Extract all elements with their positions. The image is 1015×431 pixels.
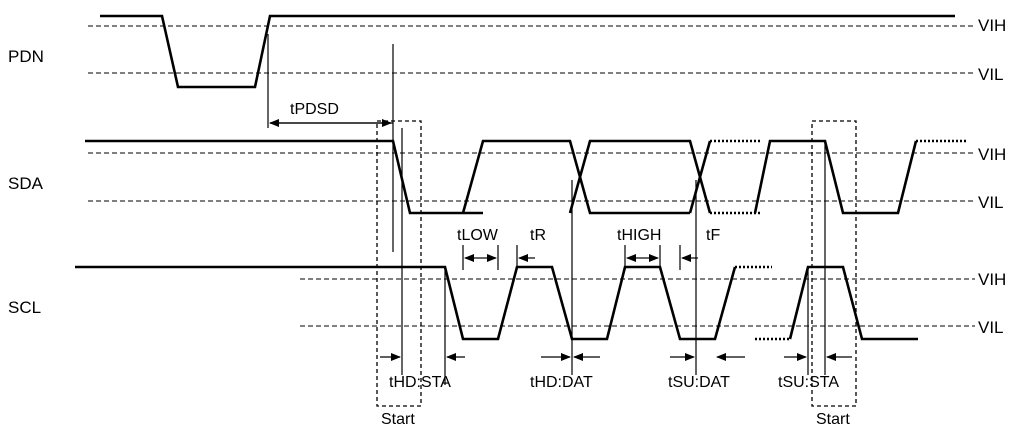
thigh-label: tHIGH — [617, 227, 661, 244]
tpdsd-label: tPDSD — [290, 101, 339, 118]
reference-lines — [267, 34, 826, 385]
scl-signal-label: SCL — [8, 298, 41, 317]
level-labels: VIH VIL VIH VIL VIH VIL — [978, 16, 1006, 337]
tsu-dat-label: tSU:DAT — [668, 374, 730, 391]
timing-labels: tPDSD tLOW tR tHIGH tF tHD:STA tHD:DAT t… — [290, 101, 839, 391]
sda-signal-label: SDA — [8, 174, 44, 193]
sda-vil-label: VIL — [978, 193, 1004, 212]
thd-dat-label: tHD:DAT — [530, 374, 593, 391]
pdn-signal-label: PDN — [8, 47, 44, 66]
tf-label: tF — [706, 227, 720, 244]
tsu-sta-label: tSU:STA — [778, 374, 839, 391]
start-label-1: Start — [381, 411, 415, 428]
start-box-1 — [376, 120, 422, 407]
pdn-vil-label: VIL — [978, 65, 1004, 84]
start-box-2 — [811, 120, 857, 407]
tr-label: tR — [530, 227, 546, 244]
sda-waveform — [85, 139, 968, 215]
scl-waveform — [75, 265, 918, 341]
pdn-waveform — [100, 14, 955, 89]
timing-arrows — [269, 119, 852, 361]
start-label-2: Start — [816, 411, 850, 428]
sda-vih-label: VIH — [978, 145, 1006, 164]
threshold-lines — [88, 25, 975, 327]
scl-vih-label: VIH — [978, 270, 1006, 289]
pdn-vih-label: VIH — [978, 16, 1006, 35]
thd-sta-label: tHD:STA — [389, 374, 451, 391]
scl-vil-label: VIL — [978, 318, 1004, 337]
tlow-label: tLOW — [457, 227, 499, 244]
